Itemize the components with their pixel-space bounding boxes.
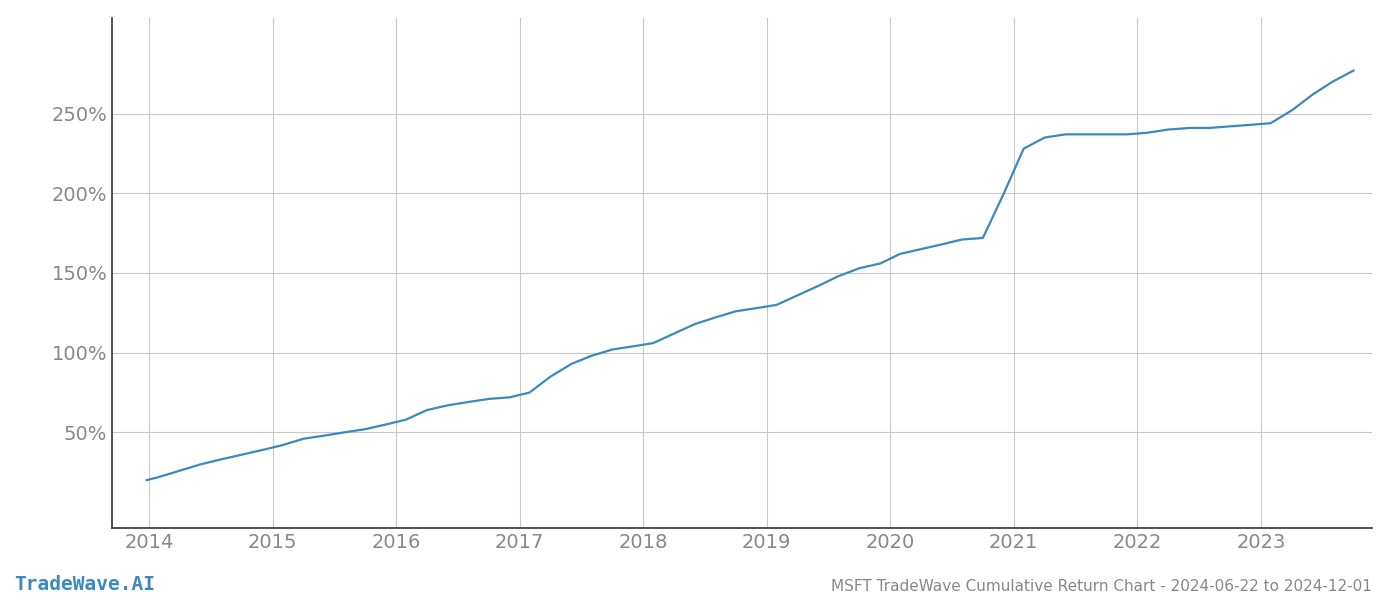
- Text: TradeWave.AI: TradeWave.AI: [14, 575, 155, 594]
- Text: MSFT TradeWave Cumulative Return Chart - 2024-06-22 to 2024-12-01: MSFT TradeWave Cumulative Return Chart -…: [832, 579, 1372, 594]
